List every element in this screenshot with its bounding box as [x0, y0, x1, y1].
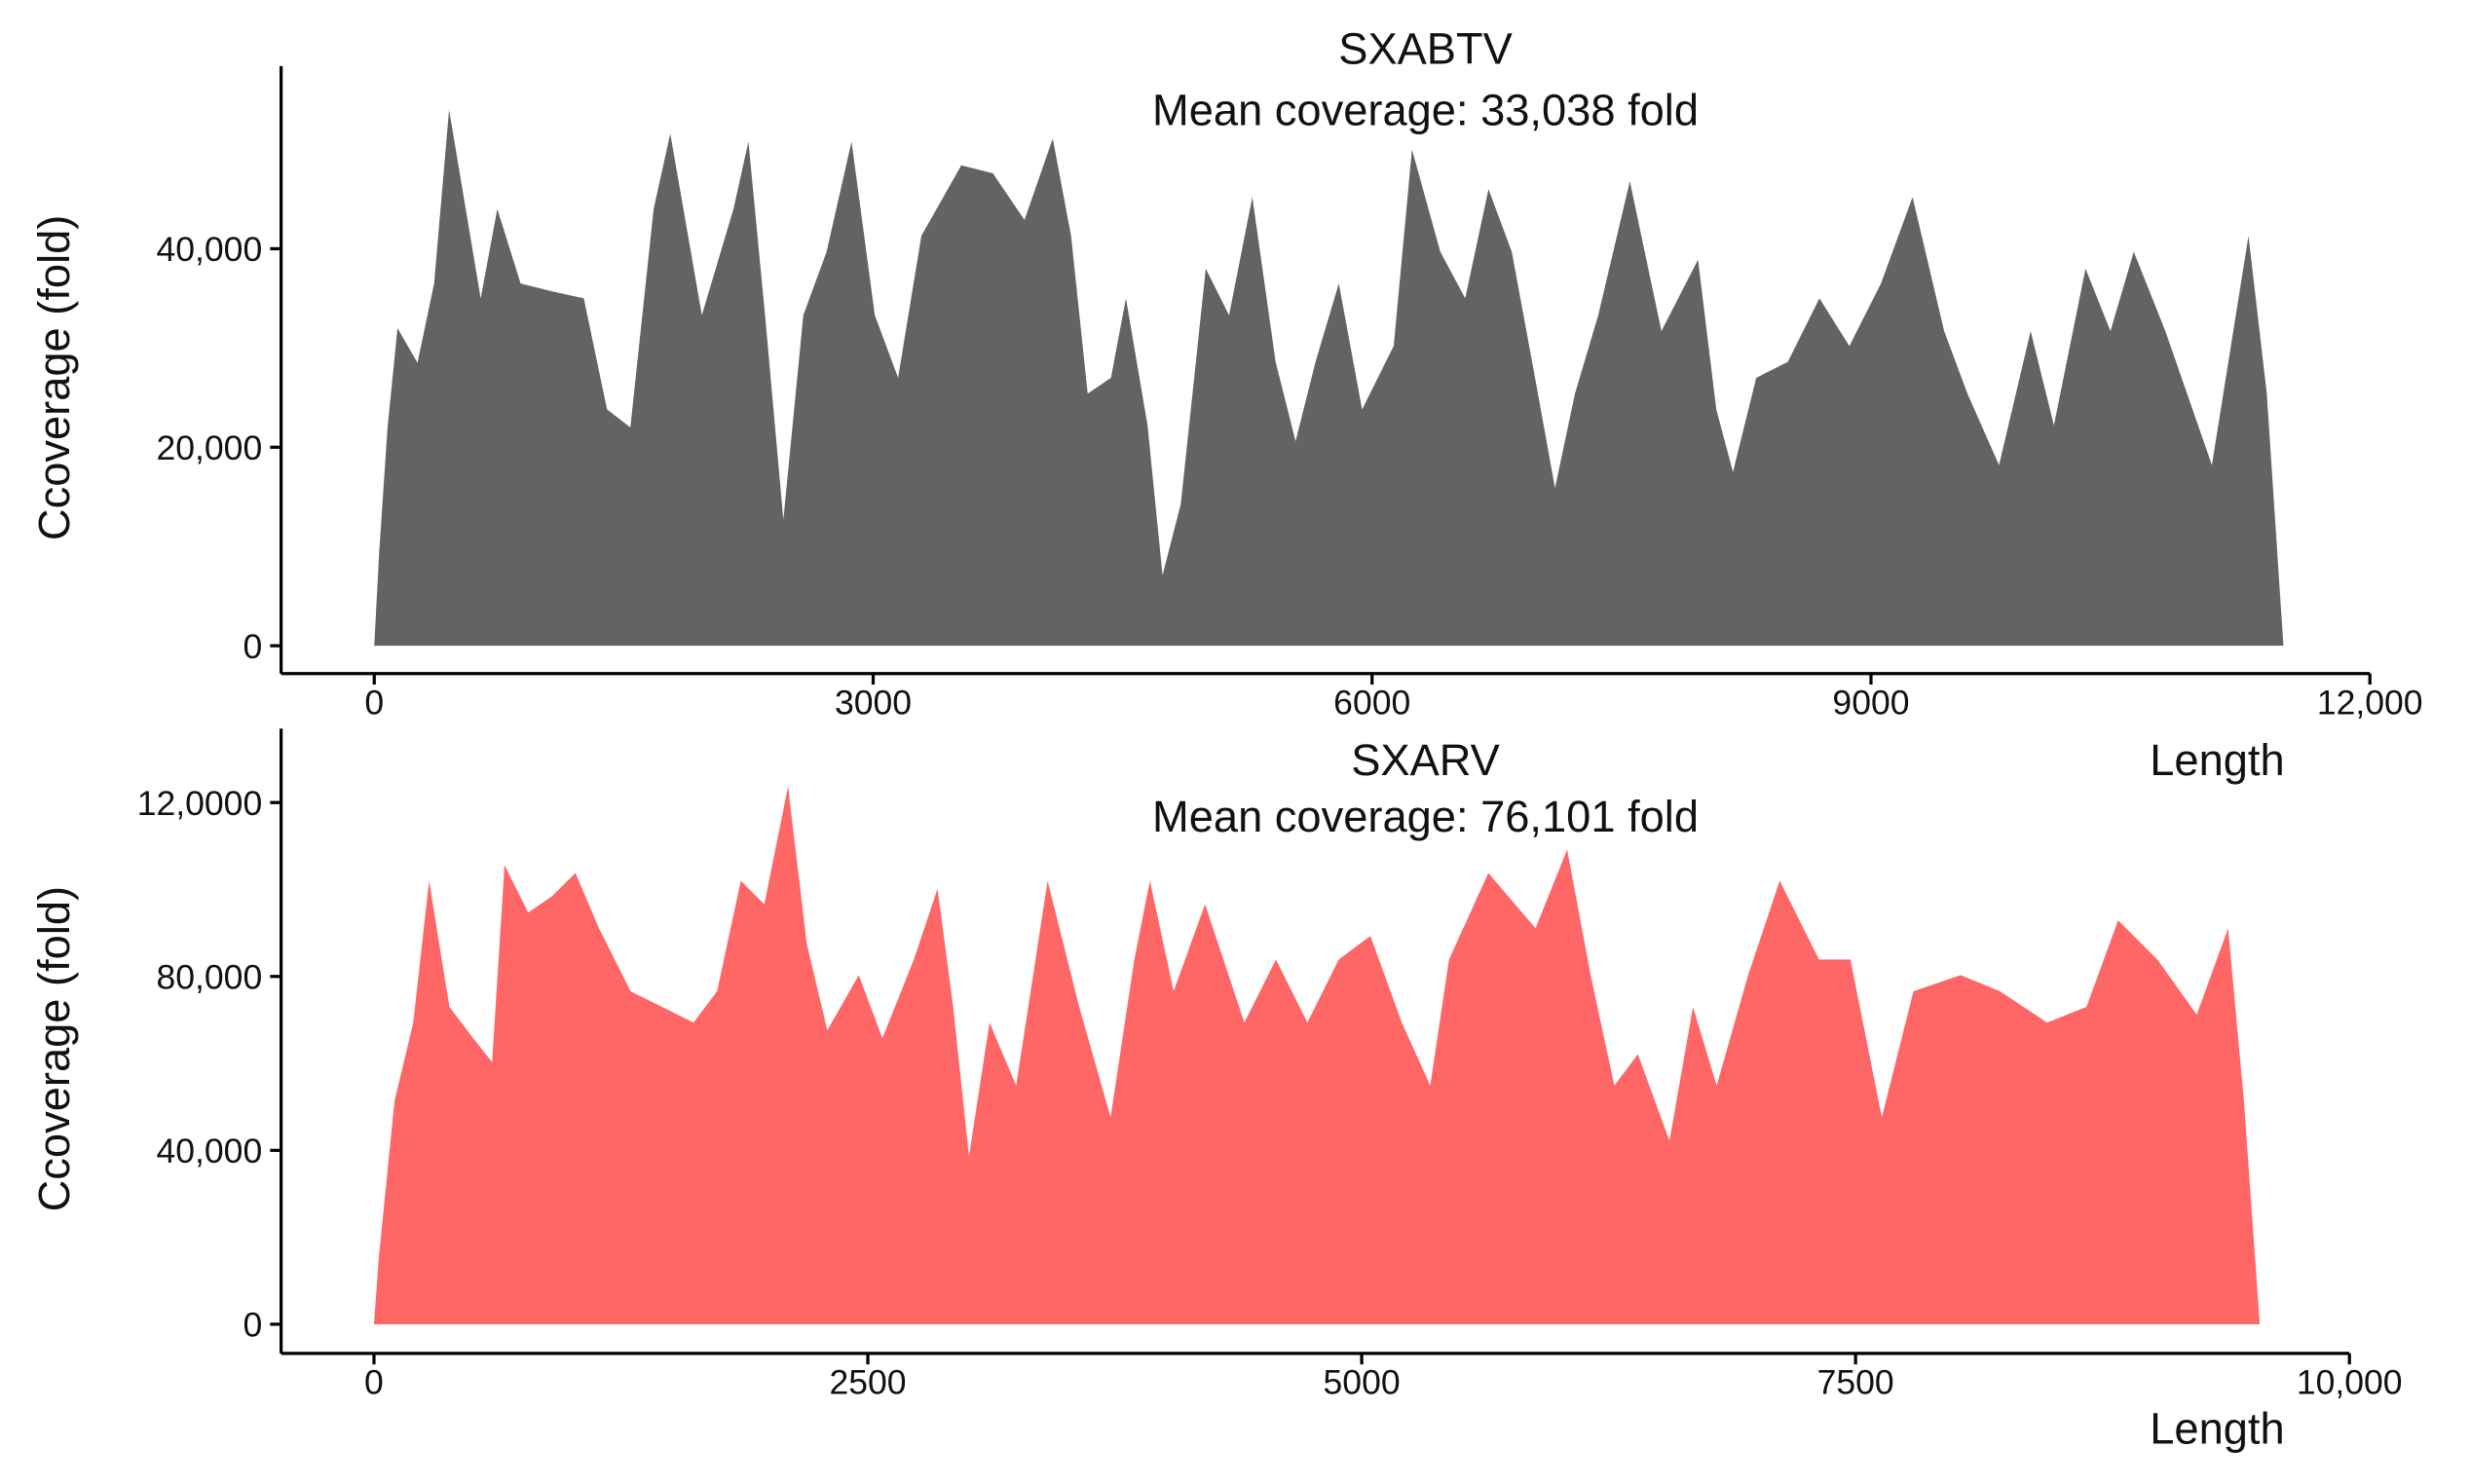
y-axis-label: Ccoverage (fold) [29, 215, 79, 540]
chart-subtitle: Mean coverage: 33,038 fold [1152, 85, 1699, 134]
x-axis-label: Length [2150, 1404, 2284, 1454]
x-tick-label: 0 [364, 1363, 384, 1402]
y-tick-label: 12,0000 [137, 784, 262, 823]
chart-title: SXARV [1351, 735, 1500, 785]
x-tick-label: 9000 [1832, 683, 1909, 722]
y-tick-label: 80,000 [157, 957, 263, 996]
x-axis-label: Length [2150, 735, 2284, 785]
y-tick-label: 20,000 [157, 428, 263, 467]
y-tick-label: 0 [243, 1306, 262, 1345]
y-tick-label: 40,000 [157, 1132, 263, 1170]
coverage-area [373, 786, 2261, 1324]
y-tick-label: 0 [243, 627, 262, 666]
x-tick-label: 0 [364, 683, 384, 722]
x-tick-label: 6000 [1333, 683, 1410, 722]
x-tick-label: 5000 [1324, 1363, 1401, 1402]
coverage-area [374, 109, 2284, 647]
x-tick-label: 10,000 [2297, 1363, 2403, 1402]
x-tick-label: 3000 [835, 683, 912, 722]
chart-subtitle: Mean coverage: 76,101 fold [1152, 792, 1699, 841]
y-axis-label: Ccoverage (fold) [29, 886, 79, 1211]
x-tick-label: 2500 [829, 1363, 906, 1402]
x-tick-label: 12,000 [2317, 683, 2423, 722]
chart-title: SXABTV [1338, 23, 1513, 73]
y-tick-label: 40,000 [157, 230, 263, 269]
x-tick-label: 7500 [1817, 1363, 1894, 1402]
